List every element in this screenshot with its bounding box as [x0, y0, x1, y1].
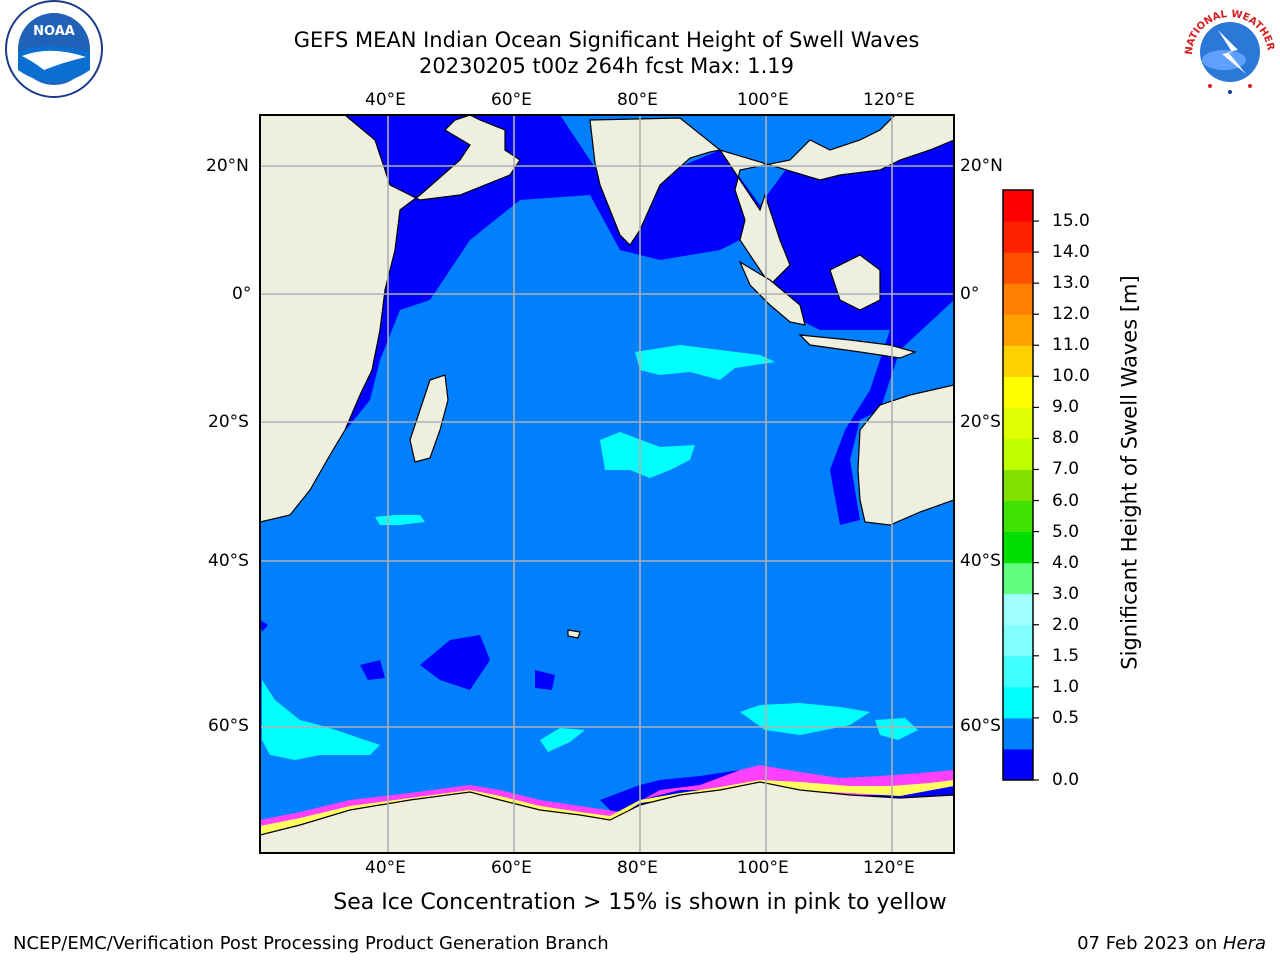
- colorbar-segment: [1003, 686, 1033, 719]
- noaa-logo: NOAA: [5, 0, 103, 98]
- colorbar-tick-label: 13.0: [1052, 273, 1090, 294]
- chart-subtitle: 20230205 t00z 264h fcst Max: 1.19: [419, 54, 794, 78]
- colorbar-tick-label: 15.0: [1052, 211, 1090, 232]
- footer-host: Hera: [1222, 933, 1266, 954]
- colorbar-segment: [1003, 624, 1033, 657]
- lat-label-left: 60°S: [208, 716, 249, 736]
- lon-label-top: 80°E: [617, 90, 658, 110]
- colorbar-label: Significant Height of Swell Waves [m]: [1117, 275, 1142, 670]
- colorbar-segment: [1003, 748, 1033, 781]
- lon-label-top: 60°E: [491, 90, 532, 110]
- lat-label-right: 20°S: [960, 412, 1001, 432]
- sea-ice-caption: Sea Ice Concentration > 15% is shown in …: [333, 890, 947, 915]
- colorbar-tick-label: 3.0: [1052, 583, 1080, 604]
- colorbar-segment: [1003, 314, 1033, 346]
- lon-label-bottom: 40°E: [365, 858, 406, 878]
- noaa-logo-text: NOAA: [33, 24, 75, 39]
- colorbar-segment: [1003, 283, 1033, 315]
- colorbar-segment: [1003, 717, 1033, 750]
- colorbar-tick-label: 8.0: [1052, 428, 1080, 449]
- chart-title: GEFS MEAN Indian Ocean Significant Heigh…: [293, 28, 920, 52]
- lat-label-left: 40°S: [208, 551, 249, 571]
- colorbar-tick-label: 5.0: [1052, 521, 1080, 542]
- colorbar-tick-label: 1.5: [1052, 645, 1080, 666]
- colorbar-segment: [1003, 252, 1033, 284]
- lat-label-left: 20°N: [206, 156, 249, 176]
- lon-label-bottom: 60°E: [491, 858, 532, 878]
- swell-1-1.5m-regions: [262, 345, 918, 760]
- colorbar-segment: [1003, 655, 1033, 688]
- colorbar-tick-label: 0.0: [1052, 770, 1080, 790]
- colorbar-segment: [1003, 562, 1033, 595]
- colorbar-tick-label: 11.0: [1052, 335, 1090, 356]
- lon-label-bottom: 120°E: [863, 858, 915, 878]
- lat-label-right: 40°S: [960, 551, 1001, 571]
- colorbar-tick-label: 9.0: [1052, 397, 1080, 418]
- lon-label-top: 40°E: [365, 90, 406, 110]
- lat-label-right: 60°S: [960, 716, 1001, 736]
- lat-label-right: 20°N: [960, 156, 1003, 176]
- colorbar-segment: [1003, 221, 1033, 253]
- map-frame: [259, 114, 955, 854]
- colorbar-tick-label: 7.0: [1052, 459, 1080, 480]
- lat-label-left: 20°S: [208, 412, 249, 432]
- colorbar-tick-label: 14.0: [1052, 242, 1090, 263]
- lat-label-left: 0°: [232, 284, 252, 304]
- colorbar-tick-label: 1.0: [1052, 676, 1080, 697]
- colorbar-tick-label: 4.0: [1052, 552, 1080, 573]
- footer-date-text: 07 Feb 2023 on: [1077, 933, 1223, 954]
- colorbar-tick-label: 2.0: [1052, 614, 1080, 635]
- lon-label-bottom: 80°E: [617, 858, 658, 878]
- footer-credit: NCEP/EMC/Verification Post Processing Pr…: [13, 933, 609, 954]
- colorbar-segment: [1003, 345, 1033, 377]
- colorbar-segment: [1003, 593, 1033, 626]
- colorbar-segment: [1003, 469, 1033, 502]
- colorbar-tick-label: 10.0: [1052, 366, 1090, 387]
- colorbar-frame: [1002, 189, 1034, 781]
- map-gridlines: [260, 115, 954, 853]
- footer-date: 07 Feb 2023 on Hera: [1077, 933, 1266, 954]
- lon-label-bottom: 100°E: [737, 858, 789, 878]
- colorbar-segment: [1003, 531, 1033, 564]
- colorbar-segment: [1003, 376, 1033, 408]
- colorbar-tick-label: 12.0: [1052, 304, 1090, 325]
- colorbar: [1002, 189, 1039, 781]
- colorbar-segment: [1003, 438, 1033, 470]
- lon-label-top: 100°E: [737, 90, 789, 110]
- lat-label-right: 0°: [960, 284, 980, 304]
- colorbar-segment: [1003, 407, 1033, 439]
- colorbar-tick-label: 0.5: [1052, 707, 1080, 728]
- colorbar-tick-label: 6.0: [1052, 490, 1080, 511]
- land-masses: [260, 115, 954, 853]
- nws-logo: NATIONAL WEATHER SERVICE: [1180, 0, 1276, 96]
- colorbar-segment: [1003, 500, 1033, 533]
- lon-label-top: 120°E: [863, 90, 915, 110]
- colorbar-segment: [1003, 190, 1033, 222]
